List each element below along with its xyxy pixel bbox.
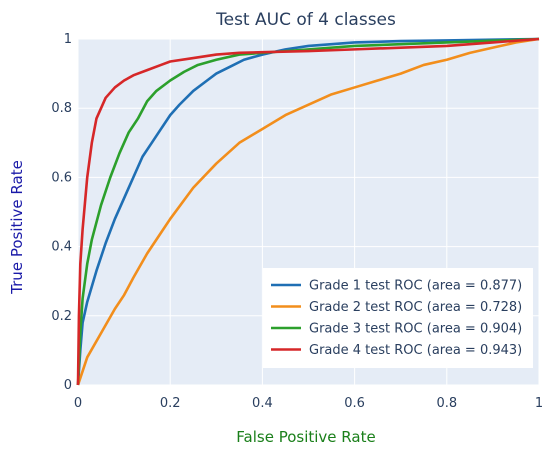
series-layer [76,37,540,386]
series-line-2 [76,37,540,386]
x-tick-label: 0 [74,396,82,411]
x-axis-ticks: 0 0.2 0.4 0.6 0.8 1 [74,396,543,411]
y-tick-label: 0.4 [51,240,72,255]
legend-box [263,268,533,368]
x-tick-label: 0.2 [160,396,181,411]
y-tick-label: 0.8 [51,101,72,116]
y-tick-label: 0 [64,378,72,393]
x-tick-label: 0.8 [436,396,457,411]
series-line-4 [76,37,540,386]
chart-title: Test AUC of 4 classes [215,10,396,30]
legend-label-2: Grade 2 test ROC (area = 0.728) [309,300,522,315]
x-axis-label: False Positive Rate [236,428,375,446]
x-tick-label: 0.4 [252,396,273,411]
legend-label-3: Grade 3 test ROC (area = 0.904) [309,322,522,337]
x-tick-label: 1 [535,396,543,411]
legend: Grade 1 test ROC (area = 0.877) Grade 2 t… [263,268,533,368]
legend-label-1: Grade 1 test ROC (area = 0.877) [309,279,522,294]
y-tick-label: 0.6 [51,170,72,185]
y-axis-label: True Positive Rate [8,160,26,295]
x-tick-label: 0.6 [344,396,365,411]
series-line-3 [76,37,540,386]
y-axis-ticks: 0 0.2 0.4 0.6 0.8 1 [51,32,72,393]
series-line-1 [76,37,540,386]
legend-label-4: Grade 4 test ROC (area = 0.943) [309,343,522,358]
y-tick-label: 0.2 [51,309,72,324]
y-tick-label: 1 [64,32,72,47]
grid-lines [77,38,540,386]
